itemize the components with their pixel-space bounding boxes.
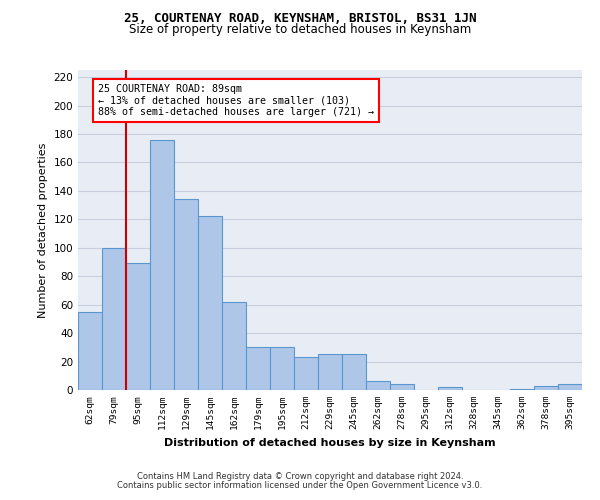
Bar <box>270 348 294 390</box>
Bar <box>534 386 558 390</box>
Text: Contains HM Land Registry data © Crown copyright and database right 2024.: Contains HM Land Registry data © Crown c… <box>137 472 463 481</box>
Text: 25 COURTENAY ROAD: 89sqm
← 13% of detached houses are smaller (103)
88% of semi-: 25 COURTENAY ROAD: 89sqm ← 13% of detach… <box>98 84 374 117</box>
Bar <box>342 354 366 390</box>
Bar <box>78 312 102 390</box>
Bar <box>558 384 582 390</box>
Bar <box>318 354 342 390</box>
X-axis label: Distribution of detached houses by size in Keynsham: Distribution of detached houses by size … <box>164 438 496 448</box>
Bar <box>510 388 534 390</box>
Bar <box>438 387 462 390</box>
Bar <box>126 264 150 390</box>
Text: Contains public sector information licensed under the Open Government Licence v3: Contains public sector information licen… <box>118 481 482 490</box>
Text: Size of property relative to detached houses in Keynsham: Size of property relative to detached ho… <box>129 22 471 36</box>
Bar <box>294 358 318 390</box>
Y-axis label: Number of detached properties: Number of detached properties <box>38 142 48 318</box>
Bar <box>198 216 222 390</box>
Bar <box>366 382 390 390</box>
Bar <box>174 200 198 390</box>
Bar <box>150 140 174 390</box>
Bar <box>390 384 414 390</box>
Text: 25, COURTENAY ROAD, KEYNSHAM, BRISTOL, BS31 1JN: 25, COURTENAY ROAD, KEYNSHAM, BRISTOL, B… <box>124 12 476 26</box>
Bar <box>102 248 126 390</box>
Bar <box>246 348 270 390</box>
Bar <box>222 302 246 390</box>
